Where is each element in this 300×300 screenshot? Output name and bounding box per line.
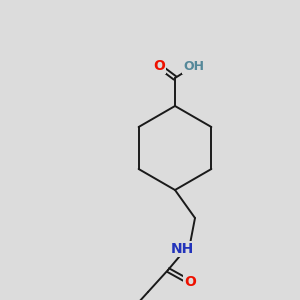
Text: NH: NH [170, 242, 194, 256]
Text: O: O [153, 59, 165, 73]
Text: OH: OH [184, 59, 205, 73]
Text: O: O [184, 275, 196, 289]
